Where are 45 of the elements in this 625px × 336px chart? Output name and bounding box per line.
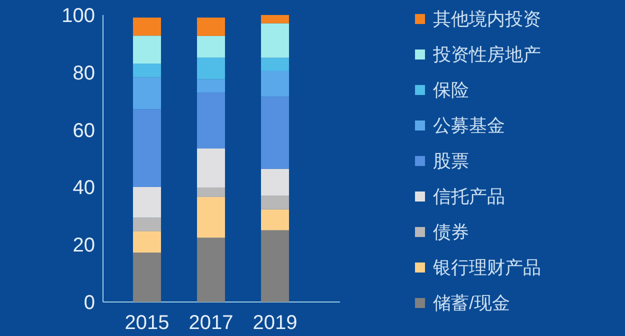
bar	[133, 109, 161, 187]
legend-label: 保险	[433, 80, 469, 100]
bar	[133, 252, 161, 302]
bar	[197, 238, 225, 302]
bar	[197, 196, 225, 238]
legend-label: 公募基金	[433, 116, 505, 136]
bar	[197, 18, 225, 36]
bar	[197, 148, 225, 188]
legend-label: 信托产品	[433, 186, 505, 206]
legend-label: 股票	[433, 151, 469, 171]
x-tick-label: 2015	[124, 312, 170, 334]
bar	[261, 23, 289, 58]
bar	[197, 36, 225, 58]
bar	[133, 77, 161, 110]
bar	[133, 18, 161, 36]
bar	[261, 96, 289, 169]
y-tick-label: 0	[84, 292, 95, 314]
y-tick-label: 80	[72, 62, 95, 84]
bar	[133, 64, 161, 78]
legend-label: 储蓄/现金	[433, 293, 510, 313]
bar	[133, 36, 161, 64]
bar	[133, 231, 161, 253]
legend-label: 债券	[433, 222, 469, 242]
legend-label: 投资性房地产	[432, 44, 541, 64]
bar	[261, 209, 289, 230]
x-tick-label: 2017	[188, 312, 234, 334]
bar	[261, 168, 289, 196]
bar	[261, 70, 289, 97]
legend-label: 银行理财产品	[432, 258, 541, 278]
x-tick-label: 2019	[252, 312, 298, 334]
bar	[197, 57, 225, 80]
y-tick-label: 20	[72, 234, 95, 257]
legend-label: 其他境内投资	[433, 9, 541, 29]
bar	[261, 58, 289, 71]
bar	[261, 196, 289, 210]
bar	[261, 230, 289, 302]
bar	[197, 79, 225, 93]
bar	[197, 92, 225, 148]
bar	[261, 15, 289, 24]
y-tick-label: 100	[62, 5, 95, 27]
y-tick-label: 60	[72, 120, 95, 142]
bar	[133, 218, 161, 232]
bar	[197, 187, 225, 197]
y-tick-label: 40	[72, 177, 95, 200]
bar	[133, 186, 161, 218]
